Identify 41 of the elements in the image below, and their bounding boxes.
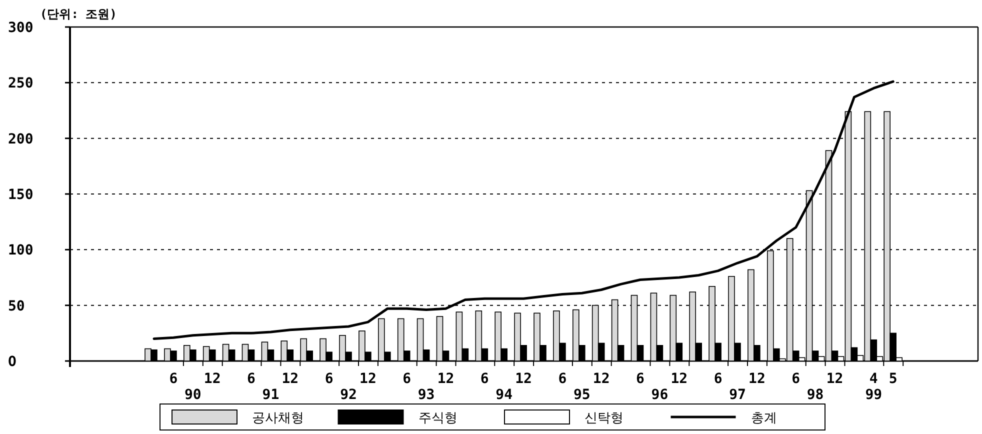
x-tick-label: 12 bbox=[204, 371, 221, 387]
x-tick-label: 12 bbox=[592, 371, 610, 387]
x-tick-label: 91 bbox=[262, 387, 280, 403]
x-tick-label: 6 bbox=[480, 371, 489, 387]
legend-label: 신탁형 bbox=[584, 411, 624, 426]
y-tick-label: 100 bbox=[8, 242, 34, 259]
x-tick-label: 12 bbox=[437, 371, 454, 387]
y-tick-label: 50 bbox=[8, 298, 25, 314]
x-tick-label: 6 bbox=[636, 371, 644, 387]
x-tick-label: 5 bbox=[888, 371, 898, 387]
x-tick-label: 93 bbox=[418, 387, 435, 403]
x-tick-label: 96 bbox=[651, 387, 668, 403]
y-tick-label: 250 bbox=[8, 76, 34, 92]
legend-label: 공사채형 bbox=[252, 411, 304, 426]
y-tick-label: 150 bbox=[8, 187, 34, 203]
y-tick-label: 300 bbox=[8, 20, 34, 36]
legend-label: 주식형 bbox=[418, 411, 458, 426]
x-tick-label: 12 bbox=[515, 371, 532, 387]
x-tick-label: 12 bbox=[360, 371, 376, 387]
x-tick-label: 12 bbox=[748, 371, 766, 387]
y-axis-title: (단위: 조원) bbox=[40, 7, 117, 21]
x-tick-label: 95 bbox=[573, 387, 590, 403]
x-tick-label: 6 bbox=[402, 371, 412, 387]
legend-label: 총계 bbox=[750, 411, 777, 426]
x-tick-label: 12 bbox=[670, 371, 688, 387]
x-tick-label: 6 bbox=[714, 371, 722, 387]
y-tick-label: 200 bbox=[8, 131, 34, 148]
x-tick-label: 12 bbox=[282, 371, 299, 387]
x-tick-label: 97 bbox=[729, 387, 746, 403]
x-tick-label: 92 bbox=[340, 387, 357, 403]
x-tick-label: 6 bbox=[558, 371, 567, 387]
x-tick-label: 12 bbox=[826, 371, 844, 387]
x-tick-label: 6 bbox=[247, 371, 256, 387]
x-tick-label: 98 bbox=[806, 387, 824, 403]
x-tick-label: 4 99 bbox=[865, 371, 882, 403]
x-tick-label: 6 bbox=[792, 371, 800, 387]
x-tick-label: 90 bbox=[184, 387, 202, 403]
x-tick-label: 6 bbox=[324, 371, 334, 387]
x-tick-label: 94 bbox=[496, 387, 513, 403]
x-tick-label: 6 bbox=[169, 371, 178, 387]
y-tick-label: O bbox=[8, 354, 16, 370]
